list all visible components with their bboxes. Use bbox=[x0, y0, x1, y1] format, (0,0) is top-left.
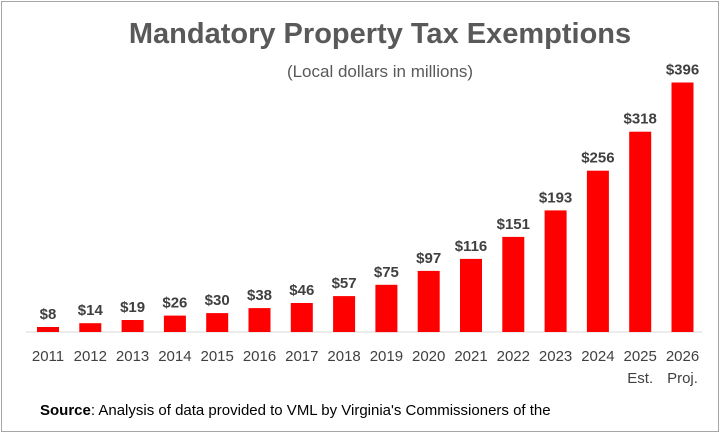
data-label-2024: $256 bbox=[581, 150, 614, 167]
x-tick-label-2011: 2011 bbox=[32, 348, 64, 365]
x-tick-sublabel-2026: Proj. bbox=[667, 370, 698, 387]
source-label: Source bbox=[40, 402, 91, 419]
bar-2013 bbox=[121, 320, 144, 332]
bar-2026 bbox=[671, 82, 694, 332]
bar-2023 bbox=[544, 210, 567, 332]
x-tick-label-2013: 2013 bbox=[116, 348, 149, 365]
x-tick-sublabel-2025: Est. bbox=[627, 370, 653, 387]
x-tick-label-2021: 2021 bbox=[454, 348, 487, 365]
x-tick-label-2016: 2016 bbox=[243, 348, 276, 365]
bar-2025 bbox=[629, 131, 652, 332]
x-tick-label-2025: 2025 bbox=[624, 348, 657, 365]
bar-2020 bbox=[417, 270, 440, 332]
source-note: Source: Analysis of data provided to VML… bbox=[40, 402, 551, 419]
bar-2012 bbox=[79, 323, 102, 332]
x-tick-label-2018: 2018 bbox=[327, 348, 360, 365]
x-tick-label-2020: 2020 bbox=[412, 348, 445, 365]
bar-2016 bbox=[248, 308, 271, 332]
data-label-2016: $38 bbox=[247, 287, 272, 304]
bar-2015 bbox=[206, 313, 229, 332]
data-label-2015: $30 bbox=[205, 292, 230, 309]
bar-2024 bbox=[586, 170, 609, 332]
x-tick-label-2012: 2012 bbox=[74, 348, 107, 365]
x-tick-label-2019: 2019 bbox=[370, 348, 403, 365]
bar-2014 bbox=[163, 315, 186, 332]
data-label-2022: $151 bbox=[497, 216, 530, 233]
bar-2019 bbox=[375, 284, 398, 333]
data-label-2023: $193 bbox=[539, 189, 572, 206]
source-text: : Analysis of data provided to VML by Vi… bbox=[90, 402, 551, 419]
data-label-2021: $116 bbox=[455, 238, 488, 255]
bar-2018 bbox=[333, 296, 356, 332]
x-tick-label-2026: 2026 bbox=[666, 348, 699, 365]
data-label-2014: $26 bbox=[162, 295, 187, 312]
data-label-2019: $75 bbox=[374, 264, 399, 281]
x-tick-label-2022: 2022 bbox=[497, 348, 530, 365]
bar-2022 bbox=[502, 236, 525, 332]
x-tick-label-2024: 2024 bbox=[581, 348, 614, 365]
data-label-2018: $57 bbox=[332, 275, 357, 292]
bar-2017 bbox=[290, 303, 313, 332]
data-label-2011: $8 bbox=[40, 306, 57, 323]
data-label-2026: $396 bbox=[666, 62, 699, 79]
data-label-2013: $19 bbox=[120, 299, 145, 316]
data-label-2020: $97 bbox=[416, 250, 441, 267]
chart-subtitle: (Local dollars in millions) bbox=[286, 62, 474, 81]
data-label-2012: $14 bbox=[78, 302, 104, 319]
data-label-2017: $46 bbox=[289, 282, 314, 299]
bar-2021 bbox=[460, 258, 482, 332]
x-tick-label-2017: 2017 bbox=[285, 348, 318, 365]
bar-2011 bbox=[37, 327, 59, 332]
chart-title: Mandatory Property Tax Exemptions bbox=[128, 18, 632, 50]
x-tick-label-2023: 2023 bbox=[539, 348, 572, 365]
x-tick-label-2014: 2014 bbox=[158, 348, 191, 365]
x-tick-label-2015: 2015 bbox=[201, 348, 234, 365]
data-label-2025: $318 bbox=[624, 111, 657, 128]
